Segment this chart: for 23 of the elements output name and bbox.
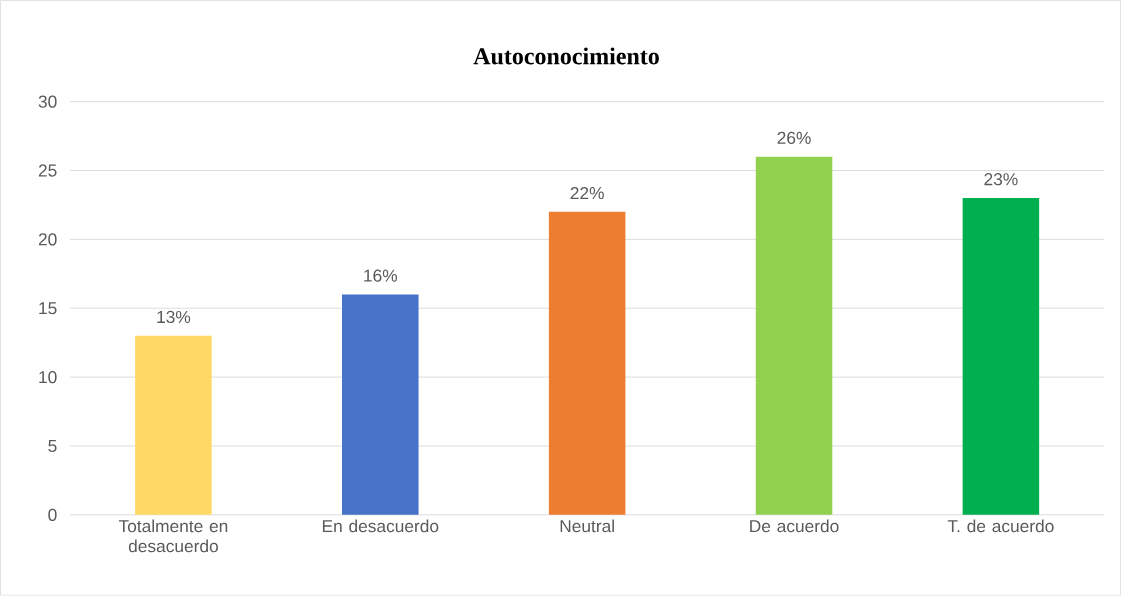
- y-tick-label: 25: [38, 164, 57, 177]
- x-tick-label: De acuerdo: [750, 519, 839, 533]
- x-tick-label: Neutral: [560, 519, 614, 533]
- data-label: 22%: [570, 187, 604, 200]
- y-tick-label: 10: [39, 371, 57, 384]
- x-tick-label: En desacuerdo: [322, 519, 439, 533]
- data-label: 16%: [364, 269, 398, 282]
- bar: [962, 198, 1040, 515]
- x-tick-label: T. de acuerdo: [947, 519, 1054, 533]
- y-tick-label: 15: [39, 302, 57, 315]
- data-label: 13%: [157, 310, 191, 324]
- y-tick-label: 20: [38, 233, 57, 246]
- bar: [755, 156, 833, 515]
- bar: [548, 211, 626, 515]
- bar: [342, 294, 419, 515]
- bar: [135, 335, 212, 515]
- chart-title: Autoconocimiento: [473, 47, 659, 65]
- x-tick-label: Totalmente en desacuerdo: [118, 519, 228, 553]
- data-label: 23%: [984, 173, 1018, 186]
- y-tick-label: 30: [38, 95, 57, 108]
- y-tick-label: 0: [48, 508, 57, 522]
- data-label: 26%: [777, 131, 811, 145]
- y-tick-label: 5: [48, 440, 57, 453]
